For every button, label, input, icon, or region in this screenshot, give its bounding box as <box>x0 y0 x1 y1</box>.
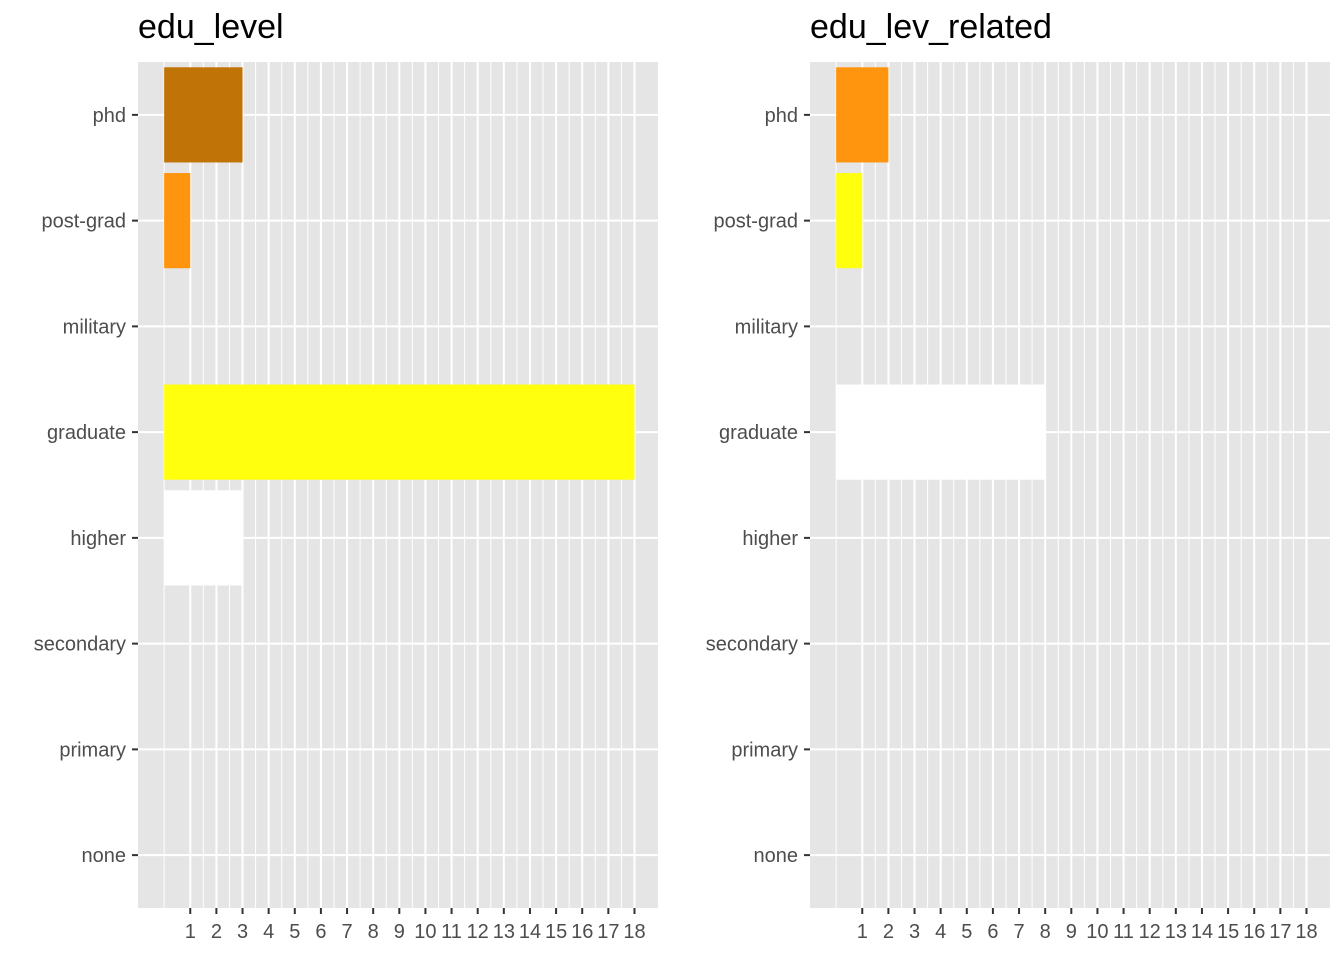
y-tick-label: higher <box>742 528 798 550</box>
x-tick-label: 6 <box>987 921 998 943</box>
y-tick-label: post-grad <box>42 211 127 233</box>
x-tick-label: 18 <box>1295 921 1317 943</box>
y-tick-label: none <box>754 845 799 867</box>
x-tick-label: 1 <box>857 921 868 943</box>
bar-post-grad <box>836 173 863 269</box>
x-tick-label: 7 <box>1013 921 1024 943</box>
x-tick-label: 4 <box>935 921 946 943</box>
y-tick-label: military <box>63 316 126 338</box>
y-tick-label: secondary <box>34 634 126 656</box>
plot-background <box>138 62 658 908</box>
x-tick-label: 11 <box>441 921 462 943</box>
plot-background <box>810 62 1330 908</box>
x-tick-label: 17 <box>597 921 619 943</box>
x-tick-label: 3 <box>237 921 248 943</box>
x-tick-label: 15 <box>545 921 567 943</box>
x-tick-label: 17 <box>1269 921 1291 943</box>
y-tick-label: phd <box>93 105 126 127</box>
x-tick-label: 15 <box>1217 921 1239 943</box>
x-tick-label: 14 <box>519 921 541 943</box>
chart-plot: phd post-grad military graduate higher second… <box>34 62 658 943</box>
bar-higher <box>164 490 243 586</box>
bar-graduate <box>836 384 1046 480</box>
x-tick-label: 10 <box>1086 921 1108 943</box>
y-tick-label: primary <box>59 739 126 761</box>
x-tick-label: 16 <box>571 921 593 943</box>
chart-title: edu_level <box>138 8 284 46</box>
y-tick-label: military <box>735 316 798 338</box>
x-tick-label: 6 <box>315 921 326 943</box>
y-tick-label: none <box>82 845 127 867</box>
x-tick-label: 7 <box>341 921 352 943</box>
chart-title: edu_lev_related <box>810 8 1052 46</box>
x-tick-label: 5 <box>289 921 300 943</box>
x-tick-label: 2 <box>883 921 894 943</box>
bar-post-grad <box>164 173 191 269</box>
bar-phd <box>164 67 243 163</box>
x-tick-label: 4 <box>263 921 274 943</box>
x-tick-label: 10 <box>414 921 436 943</box>
bar-phd <box>836 67 889 163</box>
x-tick-label: 14 <box>1191 921 1213 943</box>
y-tick-label: primary <box>731 739 798 761</box>
y-tick-label: graduate <box>719 422 798 444</box>
x-tick-label: 2 <box>211 921 222 943</box>
x-tick-label: 5 <box>961 921 972 943</box>
x-tick-label: 8 <box>1040 921 1051 943</box>
x-tick-label: 18 <box>623 921 645 943</box>
chart-plot: phd post-grad military graduate higher second… <box>706 62 1330 943</box>
bar-graduate <box>164 384 635 480</box>
y-tick-label: secondary <box>706 634 798 656</box>
x-tick-label: 3 <box>909 921 920 943</box>
x-tick-label: 9 <box>394 921 405 943</box>
x-tick-label: 12 <box>467 921 489 943</box>
chart-panel-edu-lev-related: edu_lev_related phd post-grad military grad… <box>672 0 1344 960</box>
x-tick-label: 11 <box>1113 921 1134 943</box>
x-tick-label: 12 <box>1139 921 1161 943</box>
x-tick-label: 1 <box>185 921 196 943</box>
x-tick-label: 16 <box>1243 921 1265 943</box>
x-tick-label: 9 <box>1066 921 1077 943</box>
x-tick-label: 13 <box>493 921 515 943</box>
y-tick-label: phd <box>765 105 798 127</box>
y-tick-label: post-grad <box>714 211 799 233</box>
x-tick-label: 13 <box>1165 921 1187 943</box>
chart-panel-edu-level: edu_level phd post-grad military graduate hi… <box>34 8 658 943</box>
y-tick-label: higher <box>70 528 126 550</box>
y-tick-label: graduate <box>47 422 126 444</box>
x-tick-label: 8 <box>368 921 379 943</box>
